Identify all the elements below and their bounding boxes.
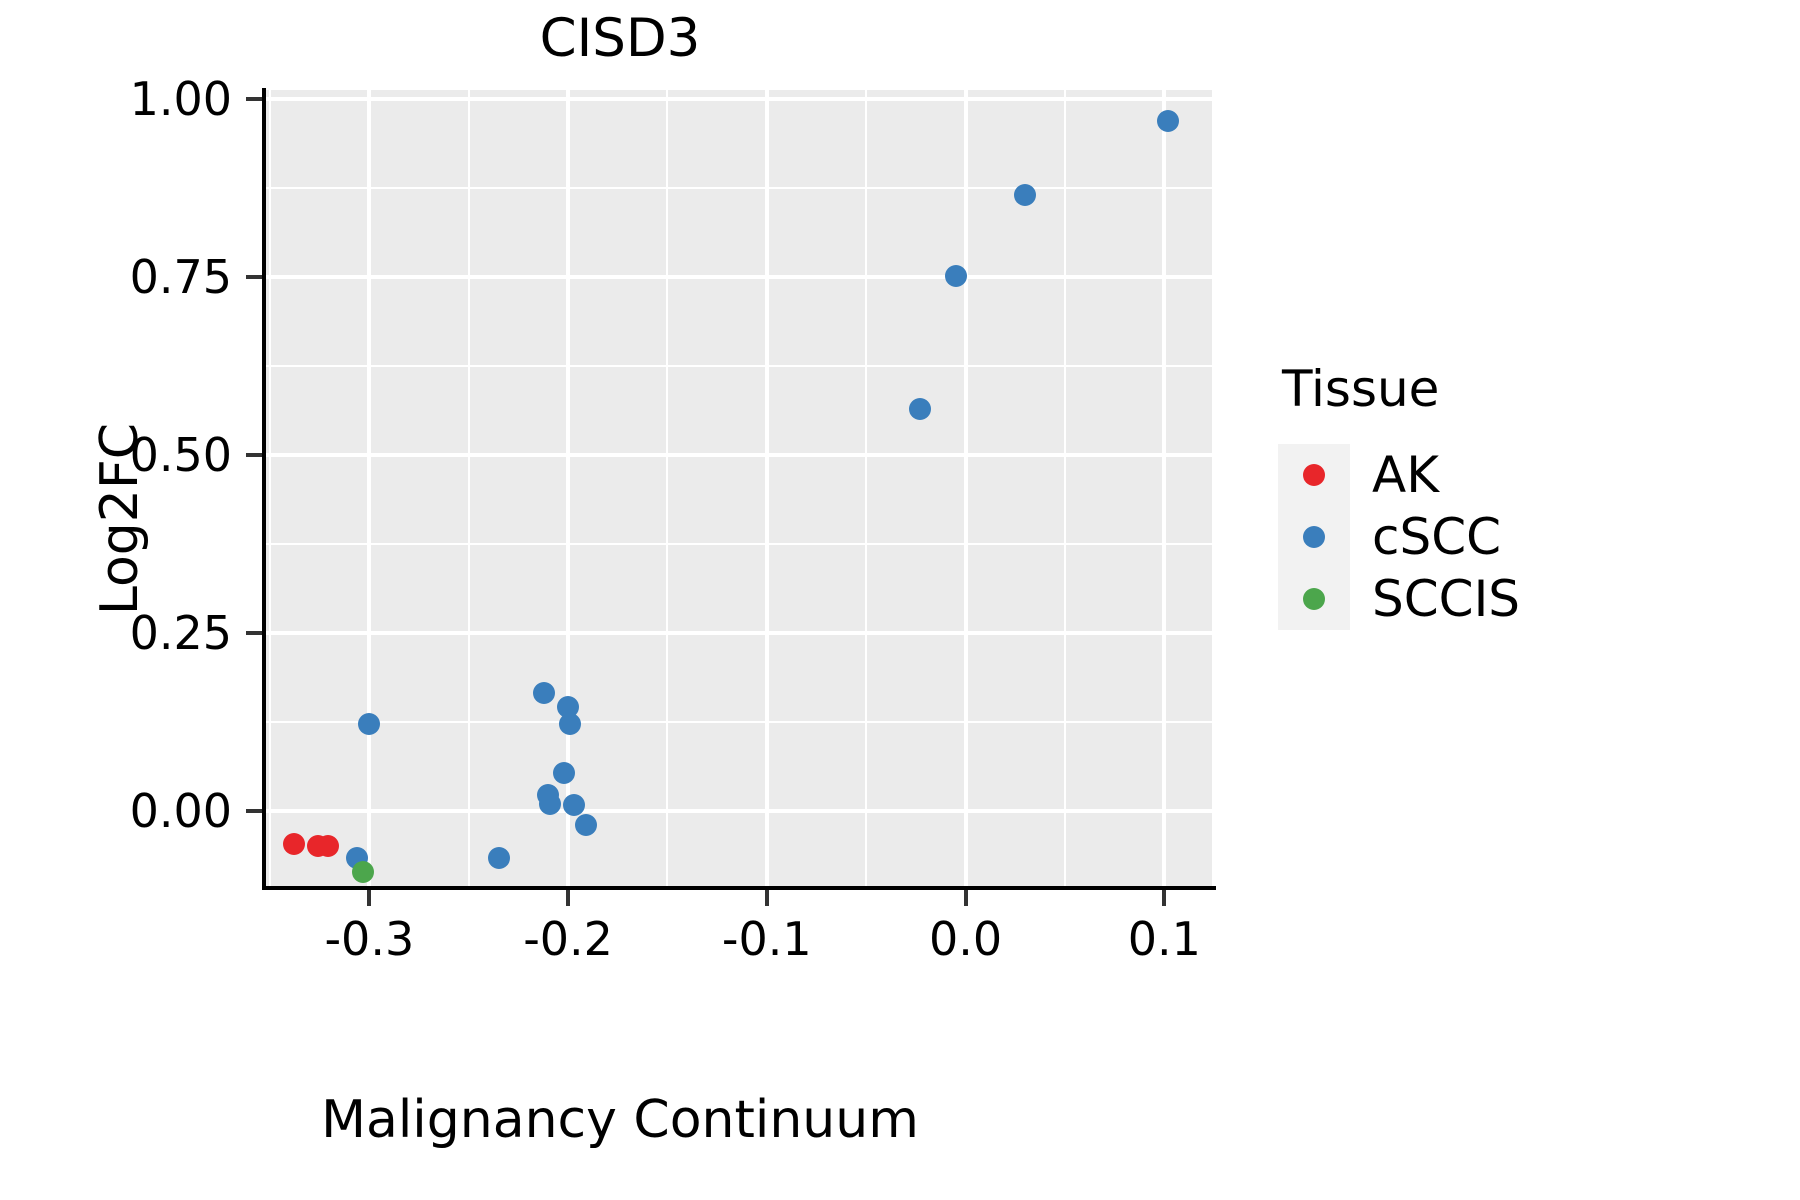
data-point-cscc (539, 793, 562, 815)
data-point-cscc (487, 847, 510, 870)
x-axis-line (262, 886, 1216, 890)
y-tick-mark (246, 275, 262, 280)
data-point-cscc (1157, 109, 1180, 132)
gridline-major-vertical (963, 90, 968, 888)
data-point-ak (316, 835, 339, 857)
x-tick-mark (367, 890, 372, 906)
gridline-major-horizontal (266, 275, 1212, 280)
x-tick-mark (963, 890, 968, 906)
data-point-cscc (944, 264, 967, 287)
y-tick-label: 0.50 (129, 428, 232, 483)
gridline-minor-vertical (268, 90, 271, 888)
gridline-minor-vertical (467, 90, 470, 888)
x-tick-mark (566, 890, 571, 906)
legend-item-sccis[interactable]: SCCIS (1278, 568, 1608, 630)
gridline-minor-vertical (1063, 90, 1066, 888)
y-tick-mark (246, 97, 262, 102)
y-tick-mark (246, 631, 262, 636)
x-tick-label: 0.0 (928, 912, 1003, 966)
y-tick-label: 1.00 (129, 72, 232, 127)
y-axis-line (262, 88, 266, 890)
legend-dot-icon (1303, 588, 1325, 610)
gridline-minor-horizontal (266, 365, 1212, 368)
x-tick-label: -0.3 (324, 912, 415, 966)
gridline-major-horizontal (266, 97, 1212, 102)
gridline-minor-horizontal (266, 543, 1212, 546)
gridline-major-vertical (367, 90, 372, 888)
data-point-cscc (908, 397, 931, 420)
y-axis-title: Log2FC (90, 422, 150, 616)
gridline-major-horizontal (266, 453, 1212, 458)
data-point-cscc (533, 681, 556, 704)
legend-dot-icon (1303, 464, 1325, 486)
x-tick-mark (1162, 890, 1167, 906)
x-tick-label: -0.1 (721, 912, 812, 966)
x-tick-mark (764, 890, 769, 906)
legend: Tissue AK cSCC SCCIS (1278, 360, 1608, 630)
data-point-cscc (358, 713, 381, 736)
legend-key-swatch (1278, 444, 1350, 506)
x-tick-label: 0.1 (1127, 912, 1201, 966)
data-point-cscc (563, 794, 586, 817)
legend-item-cscc[interactable]: cSCC (1278, 506, 1608, 568)
y-tick-label: 0.75 (129, 250, 232, 305)
legend-item-ak[interactable]: AK (1278, 444, 1608, 506)
legend-item-label: SCCIS (1372, 570, 1521, 628)
y-tick-label: 0.25 (129, 606, 232, 661)
gridline-minor-vertical (666, 90, 669, 888)
data-point-cscc (1014, 183, 1037, 206)
legend-items: AK cSCC SCCIS (1278, 444, 1608, 630)
legend-item-label: cSCC (1372, 508, 1502, 566)
data-point-cscc (553, 761, 576, 784)
gridline-minor-horizontal (266, 187, 1212, 190)
gridline-major-vertical (566, 90, 571, 888)
y-tick-label: 0.00 (129, 784, 232, 839)
legend-key-swatch (1278, 506, 1350, 568)
legend-dot-icon (1303, 526, 1325, 548)
data-point-sccis (352, 861, 375, 884)
data-point-cscc (574, 813, 597, 836)
data-point-cscc (559, 713, 582, 736)
y-tick-mark (246, 453, 262, 458)
data-point-cscc (557, 696, 580, 719)
x-tick-label: -0.2 (523, 912, 613, 966)
gridline-major-horizontal (266, 809, 1212, 814)
legend-title: Tissue (1282, 360, 1440, 418)
chart-title: CISD3 (539, 8, 701, 69)
gridline-major-vertical (1162, 90, 1167, 888)
gridline-minor-horizontal (266, 721, 1212, 724)
legend-key-swatch (1278, 568, 1350, 630)
legend-item-label: AK (1372, 446, 1439, 504)
y-tick-mark (246, 809, 262, 814)
x-axis-title: Malignancy Continuum (321, 1090, 919, 1150)
data-point-ak (282, 832, 305, 855)
plot-panel (266, 90, 1212, 888)
gridline-major-horizontal (266, 631, 1212, 636)
gridline-major-vertical (764, 90, 769, 888)
gridline-minor-vertical (865, 90, 868, 888)
